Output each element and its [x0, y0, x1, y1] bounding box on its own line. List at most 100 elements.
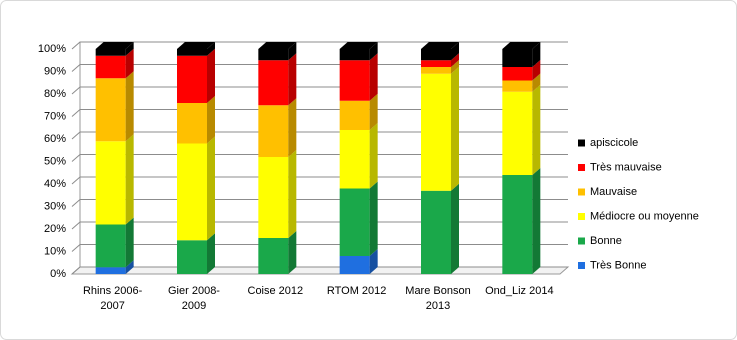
bar-side [207, 136, 215, 241]
bar-top [421, 42, 459, 49]
bar-side [207, 42, 215, 56]
bar-side [288, 53, 297, 106]
bar-segment [339, 93, 378, 130]
bar-segment [421, 60, 459, 74]
x-tick-label: RTOM 2012 [326, 285, 387, 297]
bar-segment [339, 181, 378, 256]
bar-front [177, 49, 207, 56]
grid-line [71, 109, 568, 117]
bar-side [369, 53, 378, 101]
bar-front [258, 157, 289, 238]
bar-side [369, 93, 378, 130]
x-tick-label: Mare Bonson 2013 [405, 285, 471, 312]
grid-line [71, 199, 568, 207]
bar-segment [339, 123, 378, 189]
bar-side [207, 233, 215, 274]
bar-side [288, 150, 297, 238]
bar-side [532, 168, 541, 274]
grid-line [71, 64, 568, 72]
bar-segment [502, 73, 541, 92]
legend-label: Très mauvaise [590, 161, 662, 173]
bar-front [95, 224, 126, 268]
bar-side [288, 231, 297, 274]
legend-label: Très Bonne [590, 259, 646, 271]
legend-swatch [578, 139, 585, 147]
bar-side [451, 66, 459, 191]
x-tick-label: Ond_Liz 2014 [485, 285, 554, 297]
bar-front [95, 49, 126, 56]
legend-label: Mauvaise [590, 186, 637, 198]
bar-front [177, 55, 207, 103]
grid-line [71, 86, 568, 95]
bar-top [258, 42, 297, 49]
legend-swatch [578, 213, 585, 220]
bar-front [502, 80, 533, 92]
bar-segment [421, 53, 459, 67]
bar-top [177, 42, 215, 49]
floor [70, 266, 570, 275]
bar-segment [177, 48, 215, 103]
bar-front [502, 67, 533, 81]
bar-segment [258, 231, 297, 274]
bar-segment [95, 134, 134, 225]
legend-swatch [578, 188, 585, 196]
bar-front [95, 267, 126, 274]
bar-segment [177, 96, 215, 144]
bar-segment [339, 53, 378, 101]
bar-front [95, 55, 126, 79]
bar-side [532, 84, 541, 175]
legend-swatch [578, 237, 585, 245]
grid-line [71, 266, 568, 275]
y-tick-label: 30% [44, 200, 66, 212]
y-tick-label: 60% [44, 133, 66, 145]
grid-line [71, 221, 568, 230]
bar-side [369, 249, 378, 274]
bar-side [532, 42, 541, 67]
bar-front [502, 91, 533, 175]
grid-line [71, 41, 568, 50]
bar-side [125, 260, 134, 274]
bar-side [288, 98, 297, 157]
y-tick-label: 40% [44, 178, 66, 190]
bar-side [451, 42, 459, 61]
bar-segment [95, 42, 134, 56]
bar-side [451, 60, 459, 74]
bar-front [339, 188, 370, 256]
bar-front [421, 190, 451, 274]
bar-front [502, 49, 533, 67]
y-tick-label: 80% [44, 88, 66, 100]
bar-front [421, 73, 451, 191]
bar-front [339, 100, 370, 130]
bar-side [451, 183, 459, 274]
bar-segment [339, 249, 378, 274]
bar-segment [421, 66, 459, 191]
bar-side [207, 96, 215, 144]
bar-segment [95, 48, 134, 79]
bar-top [339, 42, 378, 49]
bar-segment [95, 71, 134, 142]
y-tick-label: 70% [44, 110, 66, 122]
bar-segment [177, 233, 215, 274]
bar-top [502, 42, 541, 49]
bar-side [532, 73, 541, 92]
bar-segment [258, 53, 297, 106]
bar-front [95, 78, 126, 142]
legend-swatch [578, 262, 585, 269]
bar-top [95, 42, 134, 49]
grid-line [71, 244, 568, 252]
bar-segment [339, 42, 378, 61]
legend-label: Bonne [590, 235, 622, 247]
y-tick-label: 10% [44, 245, 66, 257]
legend-label: Médiocre ou moyenne [590, 210, 699, 222]
bar-front [421, 67, 451, 74]
bar-side [369, 123, 378, 189]
bar-front [339, 49, 370, 61]
bar-segment [421, 42, 459, 61]
bar-side [125, 42, 134, 56]
bar-front [177, 240, 207, 274]
bar-front [95, 141, 126, 225]
y-tick-label: 50% [44, 155, 66, 167]
bar-segment [95, 217, 134, 268]
